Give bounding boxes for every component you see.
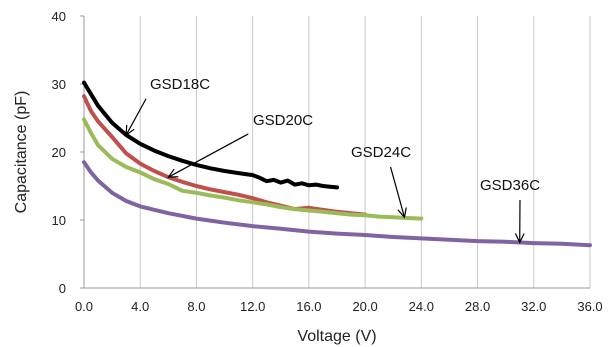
x-tick-label: 32.0 [521,299,546,314]
x-tick-label: 24.0 [409,299,434,314]
series-line-gsd20c [82,94,368,217]
y-tick-label: 40 [52,9,66,24]
annotation-label-gsd18c: GSD18C [150,76,210,93]
x-tick-label: 16.0 [296,299,321,314]
x-tick-label: 4.0 [131,299,149,314]
annotation-label-gsd24c: GSD24C [351,144,411,161]
tick-labels: 0.0 4.0 8.0 12.0 16.0 20.0 24.0 28.0 32.0 36.0 0 10… [52,9,603,314]
x-tick-label: 20.0 [352,299,377,314]
annotation-arrowhead [514,233,525,244]
series-lines [82,80,592,248]
series-line-gsd18c [82,80,339,190]
gridlines [139,16,591,288]
annotation-arrowhead [125,124,135,137]
annotation-arrowhead [167,168,179,178]
y-tick-label: 0 [59,281,66,296]
y-tick-label: 30 [52,77,66,92]
series-annotations: GSD18C GSD20C GSD24C GSD36C [125,76,540,244]
annotation-arrow [168,133,249,178]
x-tick-label: 8.0 [187,299,205,314]
annotation-label-gsd36c: GSD36C [480,177,540,194]
x-tick-label: 28.0 [465,299,490,314]
x-tick-label: 12.0 [240,299,265,314]
y-axis-title: Capacitance (pF) [13,91,30,214]
annotation-arrow [125,98,147,136]
series-line-gsd36c [82,160,592,248]
annotation-arrow [389,166,406,218]
x-tick-label: 36.0 [577,299,602,314]
y-tick-label: 20 [52,145,66,160]
x-axis-title: Voltage (V) [297,328,376,345]
y-tick-label: 10 [52,213,66,228]
annotation-label-gsd20c: GSD20C [253,112,313,129]
annotation-arrowhead [397,207,407,219]
series-line-gsd24c [82,117,424,221]
x-tick-label: 0.0 [75,299,93,314]
